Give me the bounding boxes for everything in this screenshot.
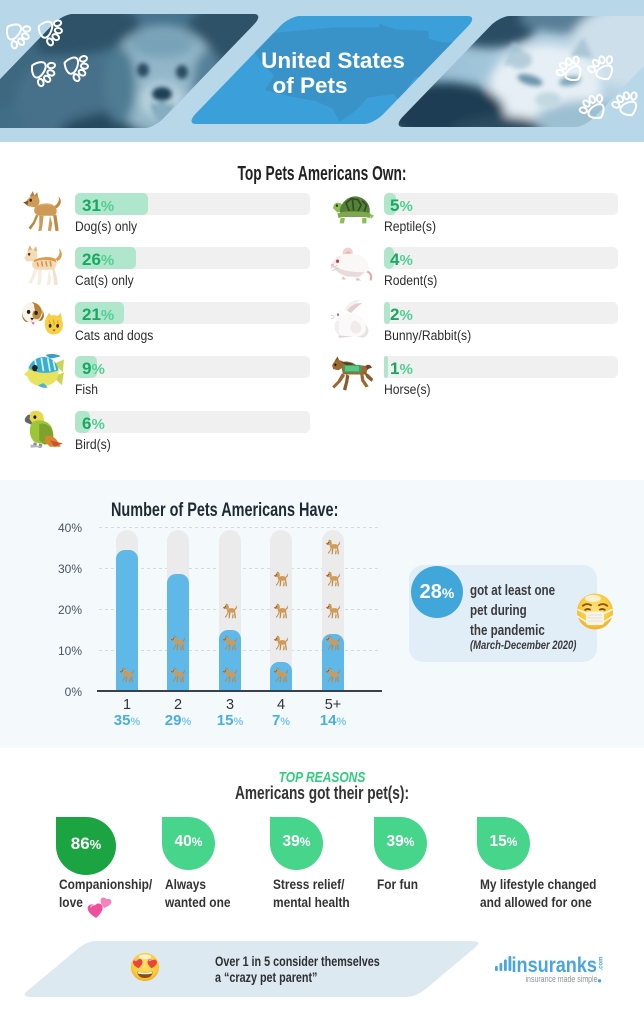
svg-text:insurance made simple: insurance made simple bbox=[526, 974, 598, 984]
svg-text:United States: United States bbox=[261, 48, 405, 73]
svg-text:of Pets: of Pets bbox=[272, 73, 347, 98]
svg-text:.com: .com bbox=[599, 956, 605, 970]
svg-text:insuranks: insuranks bbox=[512, 953, 598, 977]
